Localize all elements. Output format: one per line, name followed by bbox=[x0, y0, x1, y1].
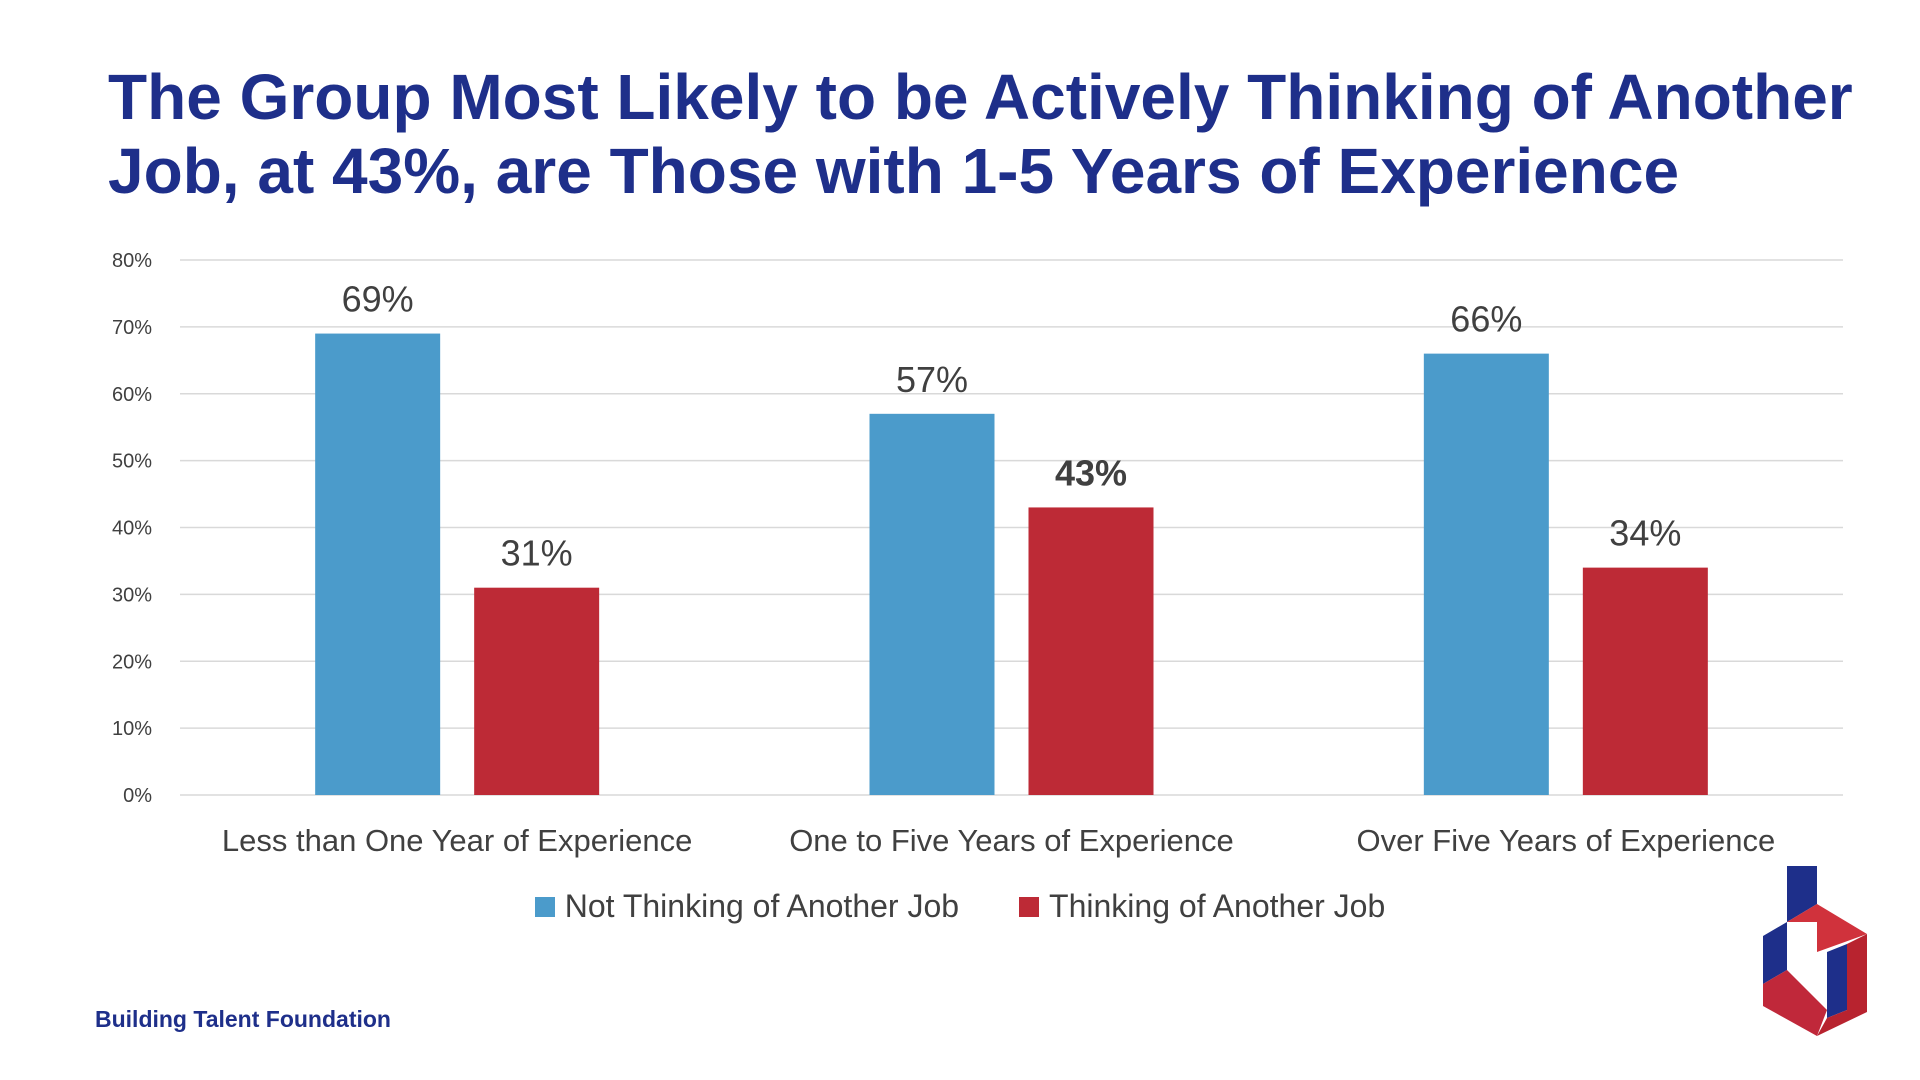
x-category-label: Less than One Year of Experience bbox=[222, 823, 693, 858]
legend-label-not-thinking: Not Thinking of Another Job bbox=[564, 888, 960, 924]
y-tick-label: 20% bbox=[112, 651, 152, 673]
legend-item-thinking: Thinking of Another Job bbox=[1019, 888, 1385, 925]
x-category-label: One to Five Years of Experience bbox=[789, 823, 1234, 858]
bar bbox=[1423, 353, 1549, 795]
y-tick-label: 80% bbox=[112, 250, 152, 272]
y-tick-label: 10% bbox=[112, 718, 152, 740]
logo-red-bottom bbox=[1763, 970, 1827, 1036]
footer-brand: Building Talent Foundation bbox=[95, 1006, 391, 1032]
title-line-2: Job, at 43%, are Those with 1-5 Years of… bbox=[108, 135, 1680, 207]
x-category-label: Over Five Years of Experience bbox=[1356, 823, 1775, 858]
data-label: 57% bbox=[896, 359, 968, 400]
y-tick-label: 60% bbox=[112, 384, 152, 406]
legend-item-not-thinking: Not Thinking of Another Job bbox=[534, 888, 960, 925]
legend-swatch-thinking bbox=[1019, 896, 1040, 917]
bar bbox=[869, 413, 995, 795]
bar bbox=[1028, 507, 1154, 795]
bar bbox=[315, 333, 441, 795]
title-line-1: The Group Most Likely to be Actively Thi… bbox=[108, 61, 1853, 133]
y-tick-label: 0% bbox=[123, 785, 152, 807]
data-label: 69% bbox=[342, 279, 414, 320]
bar bbox=[474, 587, 600, 795]
legend-swatch-not-thinking bbox=[534, 896, 555, 917]
data-label: 34% bbox=[1609, 513, 1681, 554]
y-tick-label: 30% bbox=[112, 584, 152, 606]
logo-red-top bbox=[1787, 904, 1867, 952]
logo-blue-bar bbox=[1827, 944, 1847, 1018]
legend-label-thinking: Thinking of Another Job bbox=[1049, 888, 1386, 924]
y-tick-label: 40% bbox=[112, 518, 152, 540]
y-tick-label: 50% bbox=[112, 451, 152, 473]
data-label: 43% bbox=[1055, 452, 1127, 493]
logo-blue-shape bbox=[1763, 866, 1817, 984]
bar-chart: 0% 10% 20% 30% 40% 50% 60% 70% 80% 69% 31% Less tha… bbox=[112, 250, 1843, 858]
chart-legend: Not Thinking of Another Job Thinking of … bbox=[0, 888, 1920, 925]
y-tick-label: 70% bbox=[112, 317, 152, 339]
data-label: 31% bbox=[501, 533, 573, 574]
building-talent-foundation-logo bbox=[1763, 866, 1867, 1036]
logo-red-right bbox=[1817, 934, 1867, 1036]
chart-title: The Group Most Likely to be Actively Thi… bbox=[108, 60, 1898, 208]
bar bbox=[1582, 567, 1708, 795]
data-label: 66% bbox=[1450, 299, 1522, 340]
